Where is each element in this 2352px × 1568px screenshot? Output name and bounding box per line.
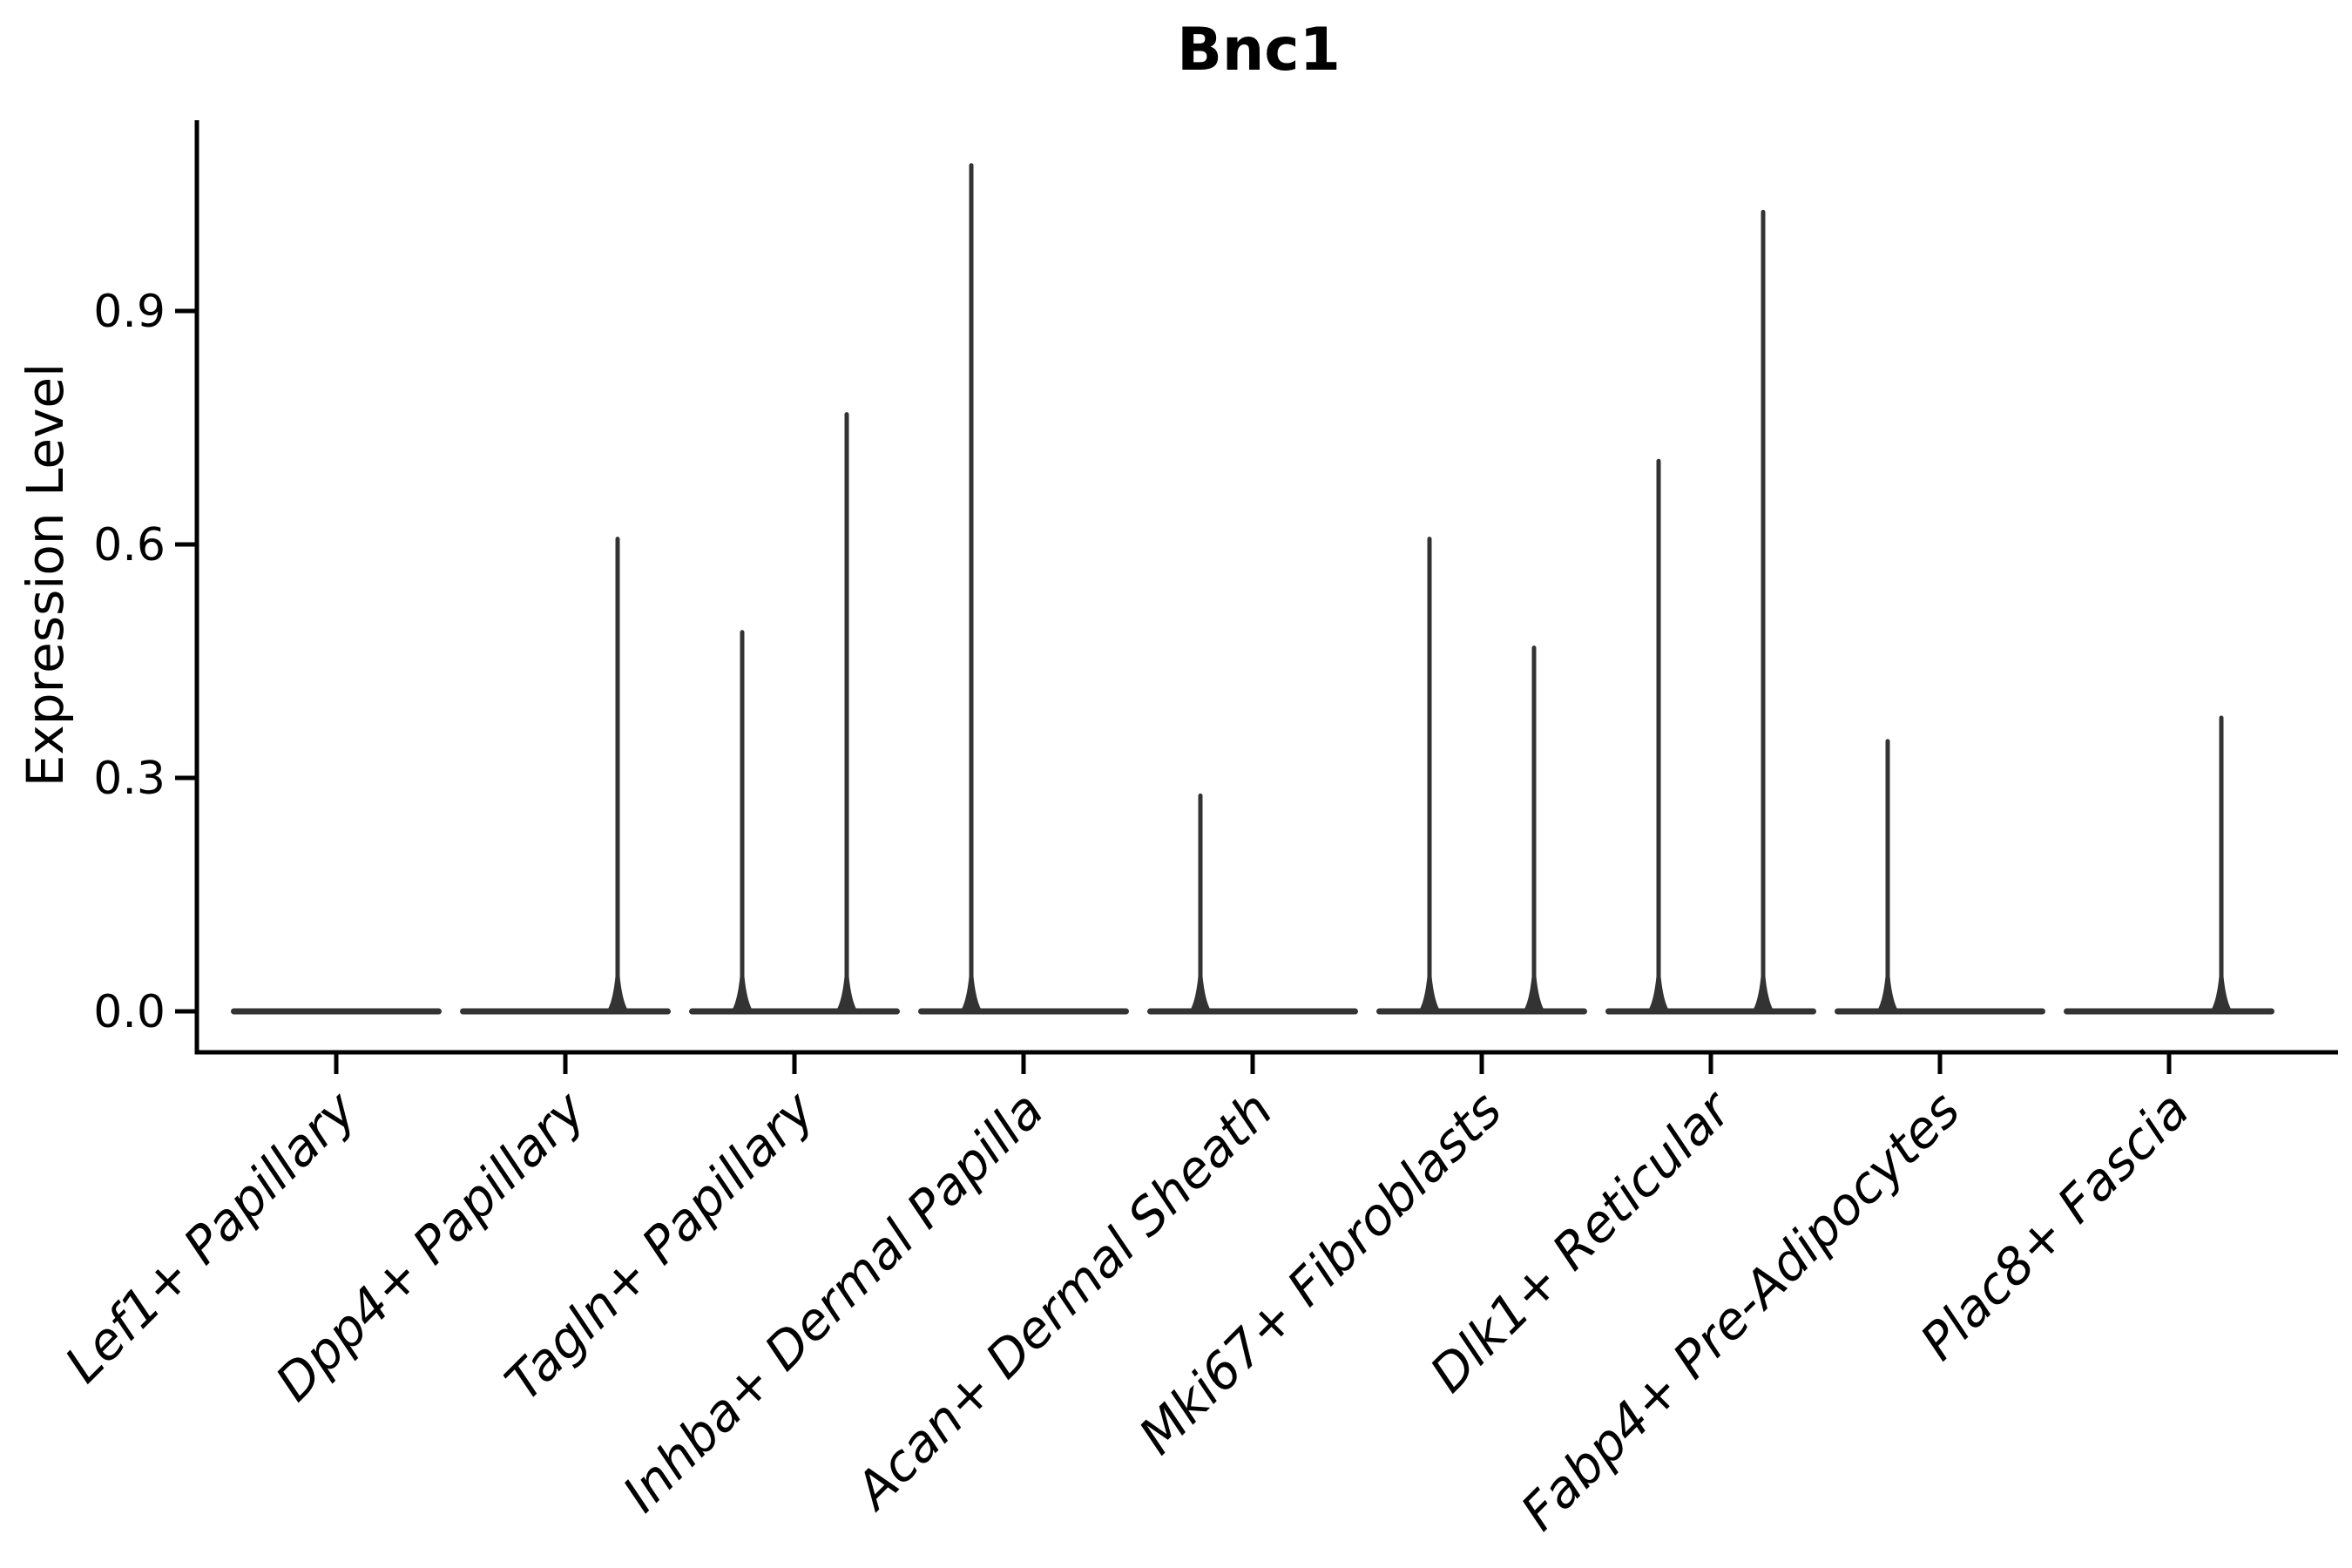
y-tick-label: 0.6 — [93, 519, 166, 571]
violin-spike-foot — [729, 977, 755, 1014]
violin-base — [1376, 1008, 1587, 1015]
violin-spike-foot — [1187, 977, 1213, 1014]
violins — [231, 163, 2274, 1015]
y-tick-label: 0.3 — [93, 753, 166, 805]
violin-spike-foot — [1521, 977, 1547, 1014]
violin-spike — [1427, 537, 1432, 1011]
violin — [1147, 793, 1358, 1015]
x-tick-label: Inhba+ Dermal Papilla — [612, 1080, 1055, 1524]
violin-spike — [2219, 715, 2224, 1011]
violin-spike — [1761, 209, 1766, 1011]
violin-spike-foot — [2208, 977, 2234, 1014]
violin — [1835, 739, 2045, 1015]
violin-spike — [740, 630, 745, 1011]
violin — [918, 163, 1129, 1015]
violin — [2064, 715, 2274, 1015]
x-tick-label: Fabp4+ Pre-Adipocytes — [1510, 1080, 1971, 1542]
violin-base — [689, 1008, 900, 1015]
violin — [460, 537, 671, 1015]
violin — [1605, 209, 1816, 1015]
violin-spike-foot — [605, 977, 631, 1014]
violin — [689, 412, 900, 1015]
violin-spike-foot — [1646, 977, 1672, 1014]
violin-spike-foot — [1875, 977, 1901, 1014]
violin-spike — [844, 412, 849, 1011]
violin-base — [460, 1008, 671, 1015]
y-tick-label: 0.9 — [93, 286, 166, 338]
violin-base — [2064, 1008, 2274, 1015]
plot-title: Bnc1 — [1177, 16, 1341, 84]
violin — [1376, 537, 1587, 1015]
violin-base — [231, 1008, 442, 1015]
y-tick-label: 0.0 — [93, 986, 166, 1038]
violin-spike-foot — [1416, 977, 1443, 1014]
violin-base — [1835, 1008, 2045, 1015]
violin-spike — [1885, 739, 1890, 1011]
x-tick-label: Acan+ Dermal Sheath — [841, 1080, 1284, 1523]
violin-spike — [1198, 793, 1203, 1011]
violin-spike-foot — [958, 977, 984, 1014]
violin-spike — [615, 537, 620, 1011]
axes: 0.0 0.3 0.6 0.9 — [93, 120, 2338, 1074]
violin-spike-foot — [834, 977, 860, 1014]
violin-spike — [969, 163, 974, 1012]
violin-spike — [1531, 645, 1537, 1011]
violin — [231, 1008, 442, 1015]
violin-spike-foot — [1750, 977, 1776, 1014]
violin-base — [918, 1008, 1129, 1015]
violin-base — [1147, 1008, 1358, 1015]
y-axis-label: Expression Level — [16, 363, 75, 787]
violin-spike — [1656, 458, 1661, 1011]
violin-base — [1605, 1008, 1816, 1015]
